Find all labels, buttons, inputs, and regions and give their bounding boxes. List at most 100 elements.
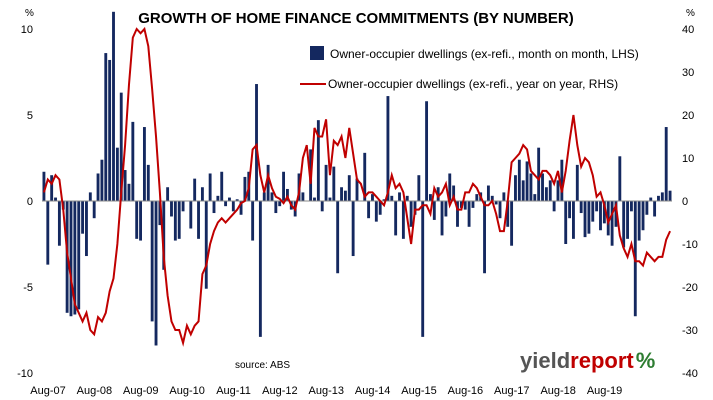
bar bbox=[197, 201, 200, 239]
bar bbox=[506, 201, 510, 227]
bar bbox=[301, 192, 305, 201]
bar bbox=[374, 201, 378, 222]
bar bbox=[127, 183, 131, 201]
bar bbox=[85, 201, 88, 257]
bar bbox=[463, 201, 467, 210]
bar bbox=[626, 201, 629, 239]
bar bbox=[243, 176, 247, 201]
y-right-tick-label: 0 bbox=[682, 196, 688, 208]
bar bbox=[486, 185, 490, 201]
y-left-tick-label: 5 bbox=[27, 110, 33, 122]
bar bbox=[552, 201, 556, 212]
bar bbox=[637, 201, 641, 241]
y-left-axis: -10 -5 0 5 10 bbox=[17, 24, 33, 380]
bar bbox=[316, 120, 320, 201]
y-right-tick-label: 10 bbox=[682, 153, 694, 165]
bar bbox=[556, 180, 560, 201]
legend-label-bar: Owner-occupier dwellings (ex-refi., mont… bbox=[330, 47, 639, 61]
bar bbox=[401, 201, 405, 239]
bar bbox=[599, 201, 602, 231]
bar bbox=[595, 201, 599, 212]
bar bbox=[347, 175, 351, 201]
y-right-tick-label: 30 bbox=[682, 67, 694, 79]
bar bbox=[42, 171, 46, 201]
brand-logo-text: yieldreport% bbox=[520, 348, 655, 373]
bar bbox=[355, 178, 359, 201]
bar bbox=[502, 192, 506, 201]
legend-swatch-bar bbox=[310, 46, 324, 60]
bar bbox=[544, 187, 548, 201]
bar bbox=[170, 201, 173, 217]
bar bbox=[510, 201, 514, 246]
bar bbox=[54, 197, 57, 201]
bar bbox=[216, 195, 220, 201]
bar bbox=[483, 201, 486, 274]
bar bbox=[150, 201, 154, 322]
bar bbox=[572, 201, 575, 239]
bar bbox=[258, 201, 262, 337]
y-right-tick-label: -10 bbox=[682, 239, 698, 251]
bar bbox=[177, 201, 181, 239]
bar bbox=[610, 201, 614, 246]
bar bbox=[343, 190, 347, 201]
bar bbox=[371, 194, 374, 201]
bar bbox=[614, 201, 618, 227]
bar bbox=[645, 201, 649, 215]
bar bbox=[475, 194, 479, 201]
bar bbox=[591, 201, 595, 222]
bar bbox=[262, 192, 266, 201]
bar bbox=[514, 175, 517, 201]
bar bbox=[417, 175, 421, 201]
bar bbox=[548, 180, 552, 201]
bar bbox=[212, 201, 216, 214]
bar bbox=[193, 178, 197, 201]
bar bbox=[498, 201, 502, 219]
bar bbox=[108, 59, 112, 202]
bar bbox=[340, 187, 343, 201]
bar bbox=[189, 201, 193, 229]
bar bbox=[602, 201, 606, 224]
bar bbox=[525, 161, 529, 201]
bar bbox=[73, 201, 77, 315]
x-tick-label: Aug-09 bbox=[123, 385, 158, 397]
source-note: source: ABS bbox=[235, 360, 290, 371]
bar bbox=[386, 96, 390, 201]
bar bbox=[657, 195, 660, 201]
bar bbox=[409, 201, 413, 227]
bar bbox=[46, 201, 50, 265]
y-right-tick-label: -20 bbox=[682, 282, 698, 294]
bar bbox=[440, 201, 444, 236]
bar bbox=[220, 171, 224, 201]
bar bbox=[448, 173, 452, 201]
bar bbox=[266, 164, 270, 201]
bar bbox=[664, 127, 668, 201]
bar bbox=[100, 159, 104, 201]
bar bbox=[139, 201, 142, 241]
bar bbox=[313, 197, 316, 201]
x-tick-label: Aug-11 bbox=[216, 385, 251, 397]
brand-logo: yieldreport% bbox=[520, 348, 655, 373]
bar bbox=[363, 152, 367, 201]
x-tick-label: Aug-15 bbox=[401, 385, 436, 397]
bar bbox=[467, 201, 471, 227]
x-tick-label: Aug-18 bbox=[540, 385, 575, 397]
bar bbox=[251, 201, 255, 241]
bar bbox=[351, 201, 355, 257]
bar bbox=[367, 201, 371, 219]
bar bbox=[382, 199, 386, 201]
chart-title: GROWTH OF HOME FINANCE COMMITMENTS (BY N… bbox=[138, 10, 574, 27]
x-axis: Aug-07 Aug-08 Aug-09 Aug-10 Aug-11 Aug-12 Aug-… bbox=[30, 385, 622, 397]
bar bbox=[641, 201, 645, 231]
bar bbox=[224, 201, 228, 207]
bar bbox=[81, 201, 85, 234]
bar bbox=[92, 201, 96, 219]
bar bbox=[459, 201, 463, 208]
bar bbox=[398, 192, 401, 201]
bar bbox=[394, 201, 398, 236]
bar bbox=[131, 121, 135, 201]
bar bbox=[568, 201, 572, 219]
bar bbox=[421, 201, 425, 337]
bar bbox=[432, 201, 436, 220]
x-tick-label: Aug-17 bbox=[494, 385, 529, 397]
bar bbox=[231, 201, 235, 212]
